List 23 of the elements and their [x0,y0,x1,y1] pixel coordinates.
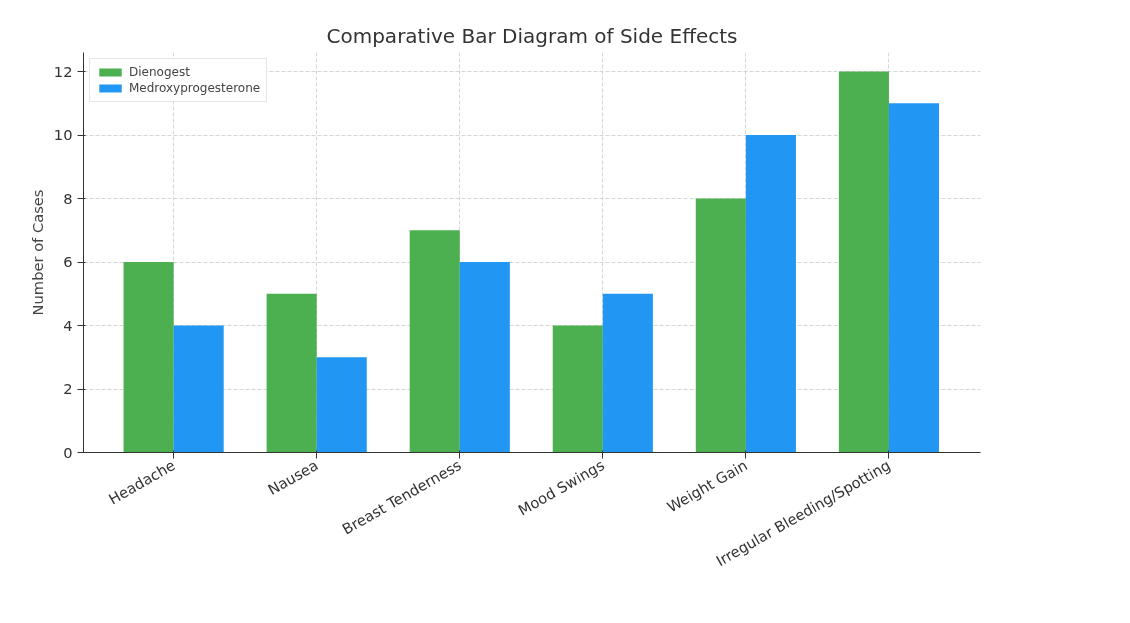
y-tick-label: 0 [63,443,73,461]
y-tick-label: 4 [63,316,73,334]
y-tick-label: 6 [63,253,73,271]
chart-title: Comparative Bar Diagram of Side Effects [326,23,738,48]
legend-label: Medroxyprogesterone [129,81,261,95]
bar [173,325,224,453]
bar [123,262,174,453]
bar [409,230,460,453]
bar [838,71,889,453]
y-tick-label: 8 [63,189,73,207]
y-tick-label: 12 [53,62,73,80]
legend-label: Dienogest [129,65,190,79]
bar [552,325,603,453]
bar [602,293,653,453]
bar [266,293,317,453]
bar [745,135,796,453]
y-axis-title: Number of Cases [28,189,46,316]
bar [459,262,510,453]
bar [316,357,367,453]
y-tick-label: 2 [63,380,73,398]
bar [695,198,746,453]
y-tick-label: 10 [53,126,73,144]
bar [888,103,940,453]
